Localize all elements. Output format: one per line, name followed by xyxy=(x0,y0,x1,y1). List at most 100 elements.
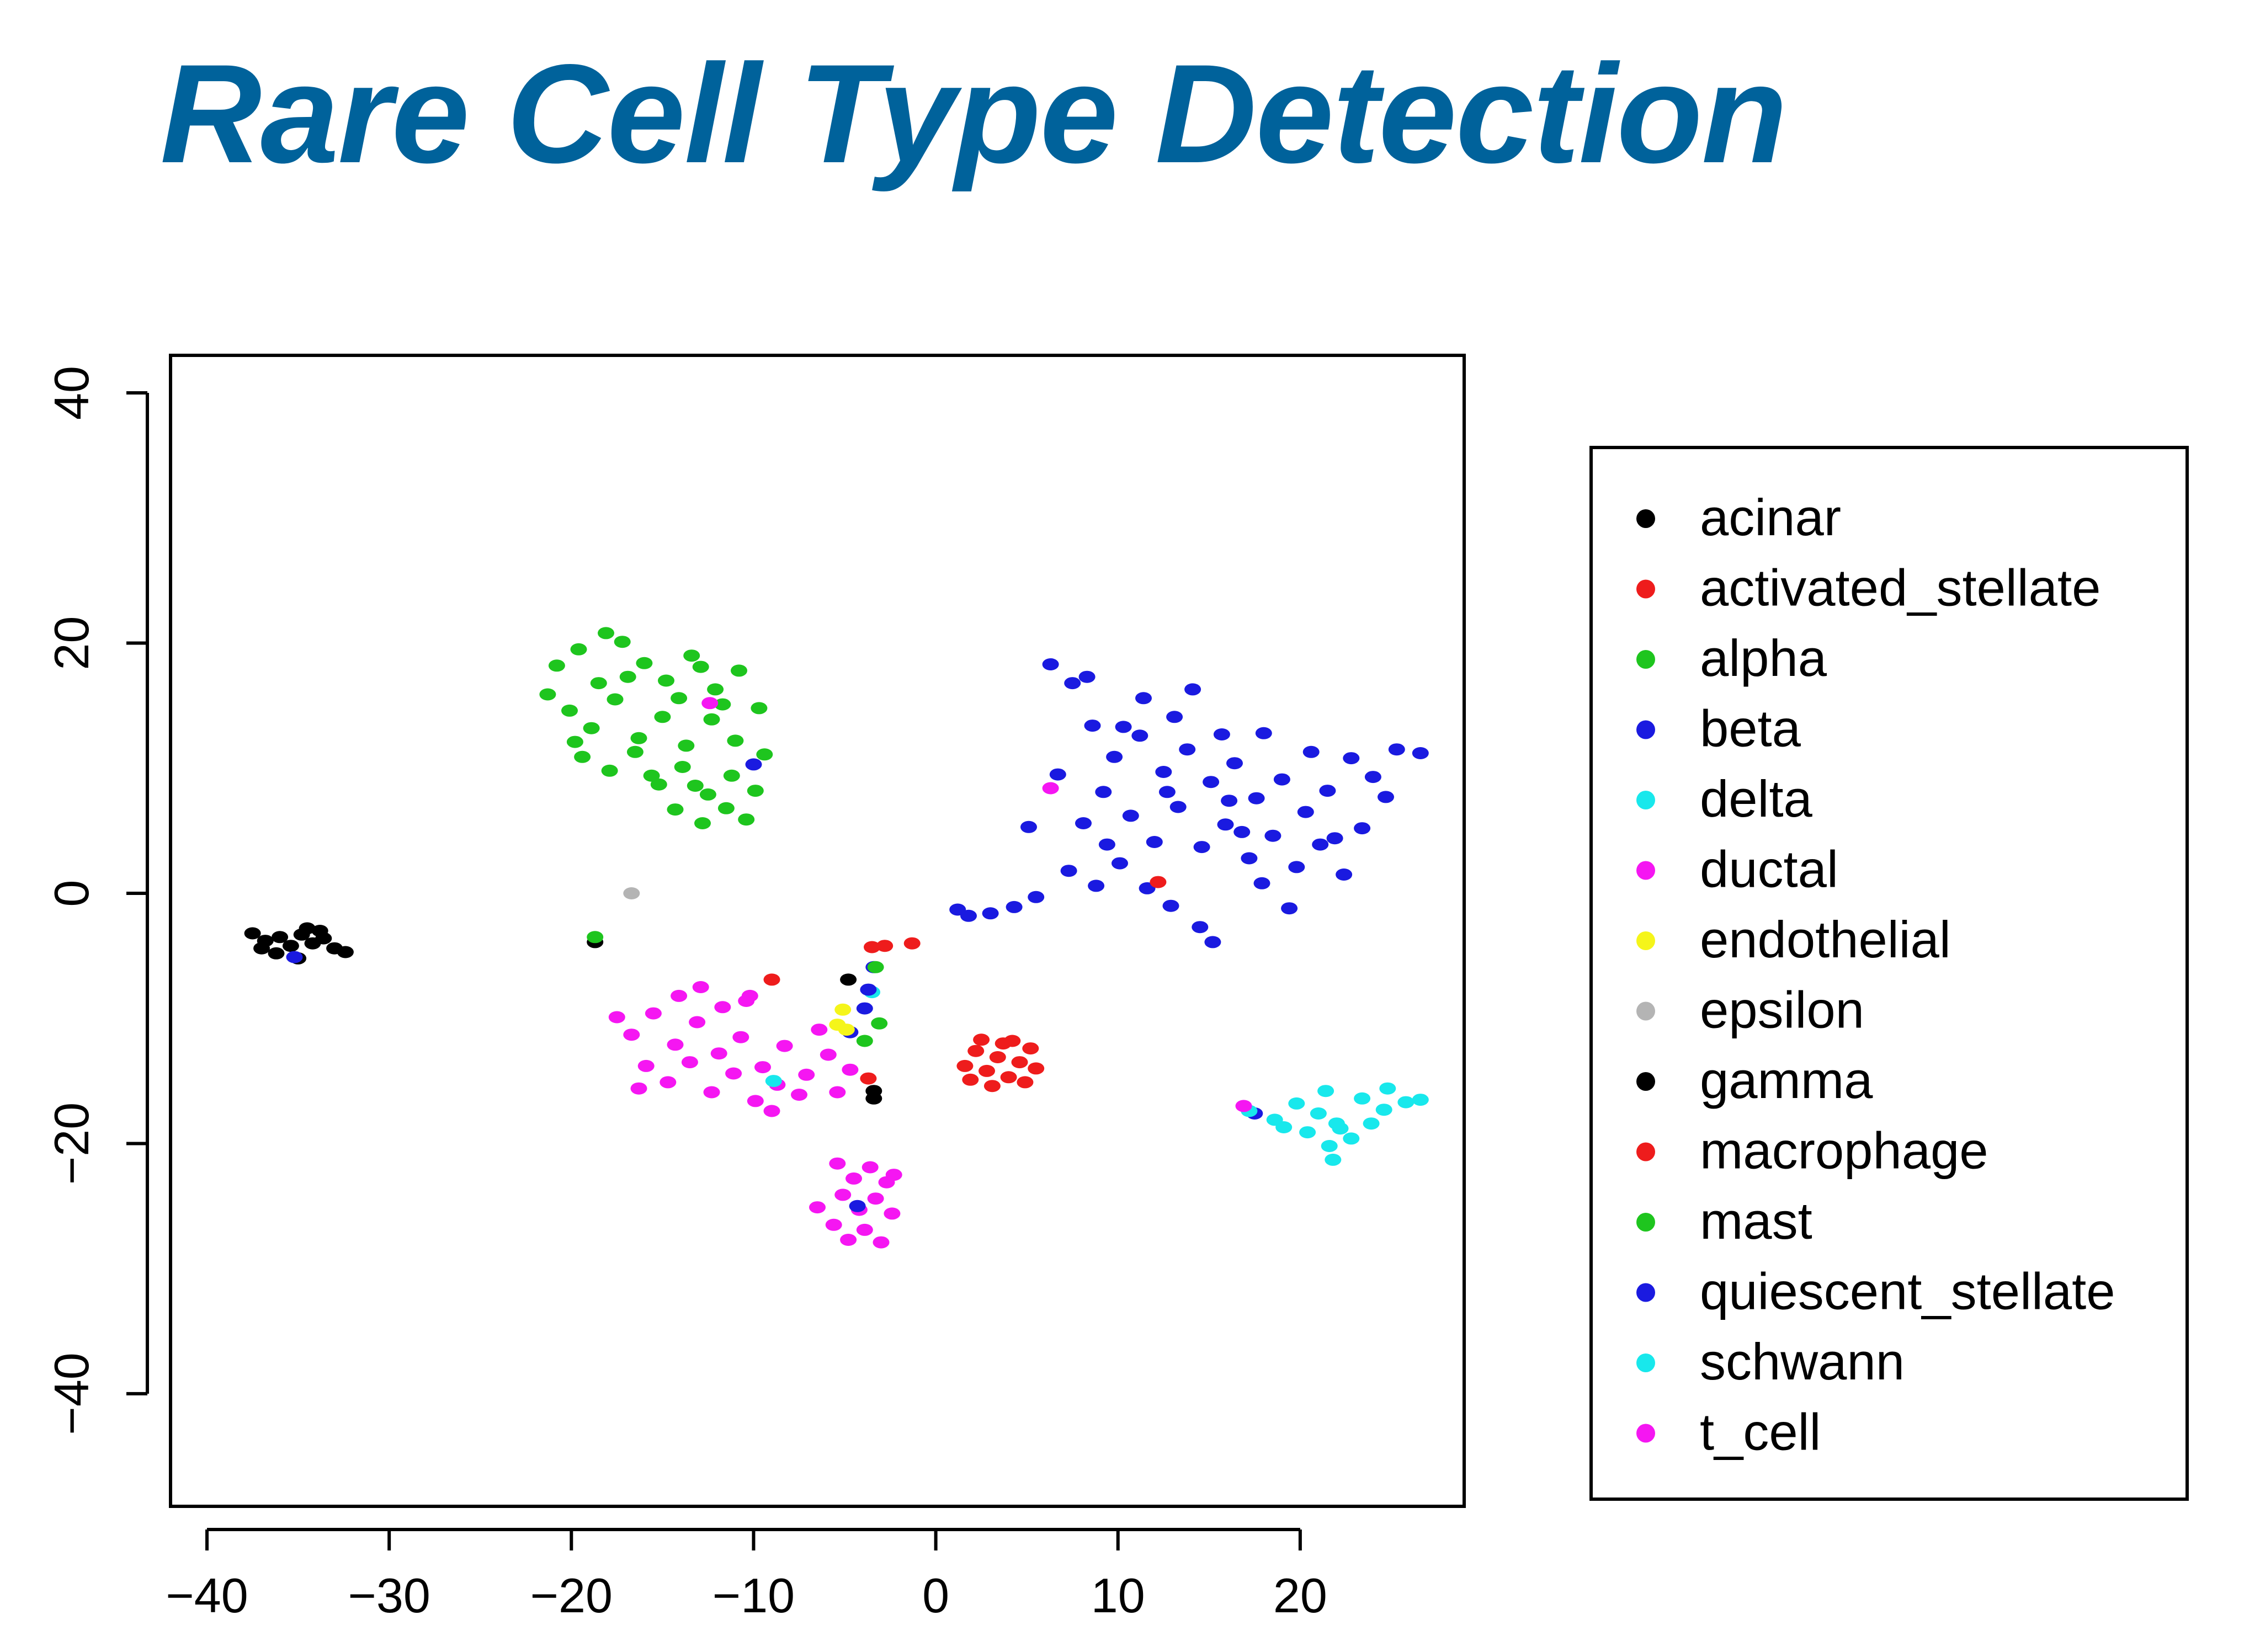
point-beta-16 xyxy=(1412,747,1429,759)
point-alpha-9 xyxy=(561,704,578,717)
y-tick-label-0: −40 xyxy=(44,1352,99,1435)
point-macrophage-0 xyxy=(864,941,880,953)
point-beta-35 xyxy=(1006,900,1023,913)
point-macrophage-1 xyxy=(876,940,894,952)
point-ductal-20 xyxy=(692,981,709,993)
point-beta-55 xyxy=(1378,791,1394,803)
point-acinar-3 xyxy=(282,940,299,952)
point-alpha-2 xyxy=(590,677,607,690)
point-alpha-1 xyxy=(570,643,587,656)
point-ductal-26 xyxy=(811,1024,828,1036)
point-ductal-2 xyxy=(667,1038,684,1051)
point-delta-9 xyxy=(1299,1126,1316,1139)
point-beta-31 xyxy=(1112,857,1128,870)
point-acinar-0 xyxy=(244,927,261,940)
point-activated_stellate-12 xyxy=(995,1037,1012,1050)
legend-label-beta: beta xyxy=(1700,700,1801,758)
point-activated_stellate-3 xyxy=(989,1051,1006,1063)
legend-label-mast: mast xyxy=(1700,1192,1812,1250)
point-ductal-4 xyxy=(710,1047,727,1060)
point-beta-28 xyxy=(1336,868,1353,881)
point-beta-4 xyxy=(1131,729,1148,742)
point-beta-5 xyxy=(1155,766,1172,778)
point-beta-20 xyxy=(1146,836,1163,848)
point-activated_stellate-6 xyxy=(1022,1042,1039,1055)
x-tick-label-4: 0 xyxy=(922,1568,949,1623)
point-activated_stellate-0 xyxy=(956,1059,974,1072)
point-activated_stellate-5 xyxy=(1011,1056,1028,1069)
point-delta-7 xyxy=(1397,1096,1415,1109)
point-alpha-20 xyxy=(626,745,644,758)
point-alpha-38 xyxy=(692,660,709,673)
point-ductal-32 xyxy=(834,1189,852,1201)
point-beta-51 xyxy=(1281,902,1298,915)
legend-marker-activated_stellate xyxy=(1636,579,1655,599)
point-mast-0 xyxy=(867,961,884,973)
point-beta-54 xyxy=(1326,832,1343,845)
point-beta-39 xyxy=(1192,921,1209,934)
point-macrophage-4 xyxy=(860,1072,877,1085)
point-acinar-9 xyxy=(268,947,285,960)
point-beta-1 xyxy=(1064,677,1081,690)
legend-label-t_cell: t_cell xyxy=(1700,1403,1821,1461)
point-epsilon-0 xyxy=(623,887,640,899)
legend-marker-delta xyxy=(1636,791,1655,809)
legend-label-endothelial: endothelial xyxy=(1700,910,1951,968)
y-tick-label-2: 0 xyxy=(44,880,99,907)
legend-marker-epsilon xyxy=(1636,1001,1655,1021)
point-beta-14 xyxy=(1364,771,1381,784)
point-mast-3 xyxy=(587,931,604,944)
point-schwann-0 xyxy=(1328,1117,1345,1130)
legend-box xyxy=(1589,446,2189,1501)
point-acinar-12 xyxy=(311,925,328,937)
point-beta-6 xyxy=(1179,743,1196,756)
point-alpha-33 xyxy=(598,627,614,640)
point-ductal-12 xyxy=(660,1076,677,1089)
legend-marker-alpha xyxy=(1636,650,1655,669)
point-endothelial-0 xyxy=(834,1003,852,1016)
point-ductal-9 xyxy=(820,1048,837,1061)
point-alpha-30 xyxy=(619,670,636,683)
point-alpha-18 xyxy=(574,750,591,763)
point-beta-38 xyxy=(949,903,966,916)
point-alpha-12 xyxy=(630,732,647,744)
point-ductal-11 xyxy=(637,1059,655,1072)
x-tick-label-5: 10 xyxy=(1091,1568,1145,1623)
point-gamma-1 xyxy=(840,973,857,986)
point-ductal-21 xyxy=(714,1001,731,1014)
point-beta-29 xyxy=(1060,865,1077,877)
x-tick-label-0: −40 xyxy=(166,1568,248,1623)
y-tick-label-3: 20 xyxy=(44,616,99,670)
point-alpha-32 xyxy=(714,698,731,711)
point-delta-6 xyxy=(1375,1104,1392,1116)
point-beta-48 xyxy=(1049,768,1066,781)
point-beta-49 xyxy=(1213,728,1230,740)
point-beta-10 xyxy=(1273,773,1290,786)
point-quiescent_stellate-0 xyxy=(286,951,303,963)
point-ductal-34 xyxy=(867,1192,884,1205)
point-beta-59 xyxy=(1115,721,1132,733)
y-tick-label-1: −20 xyxy=(44,1102,99,1185)
point-ductal-30 xyxy=(862,1161,879,1174)
point-ductal-38 xyxy=(856,1223,873,1236)
point-delta-5 xyxy=(1354,1092,1371,1105)
point-alpha-27 xyxy=(667,803,684,816)
point-ductal-18 xyxy=(791,1089,807,1101)
y-tick-label-4: 40 xyxy=(44,366,99,420)
point-delta-8 xyxy=(1412,1094,1429,1106)
point-beta-21 xyxy=(1169,801,1187,813)
point-gamma-3 xyxy=(865,1085,882,1097)
point-alpha-3 xyxy=(614,636,631,648)
point-activated_stellate-10 xyxy=(962,1073,979,1086)
point-ductal-25 xyxy=(763,1105,780,1117)
point-ductal-13 xyxy=(681,1056,698,1069)
point-beta-61 xyxy=(856,1002,873,1015)
point-ductal-36 xyxy=(825,1218,842,1231)
point-delta-15 xyxy=(1379,1082,1396,1095)
point-beta-15 xyxy=(1388,743,1405,756)
point-alpha-17 xyxy=(751,702,768,715)
x-axis: −40 −30 −20 −10 0 10 20 xyxy=(166,1528,1327,1623)
x-tick-label-3: −10 xyxy=(712,1568,795,1623)
point-beta-24 xyxy=(1241,852,1258,865)
legend-marker-beta xyxy=(1636,720,1655,739)
